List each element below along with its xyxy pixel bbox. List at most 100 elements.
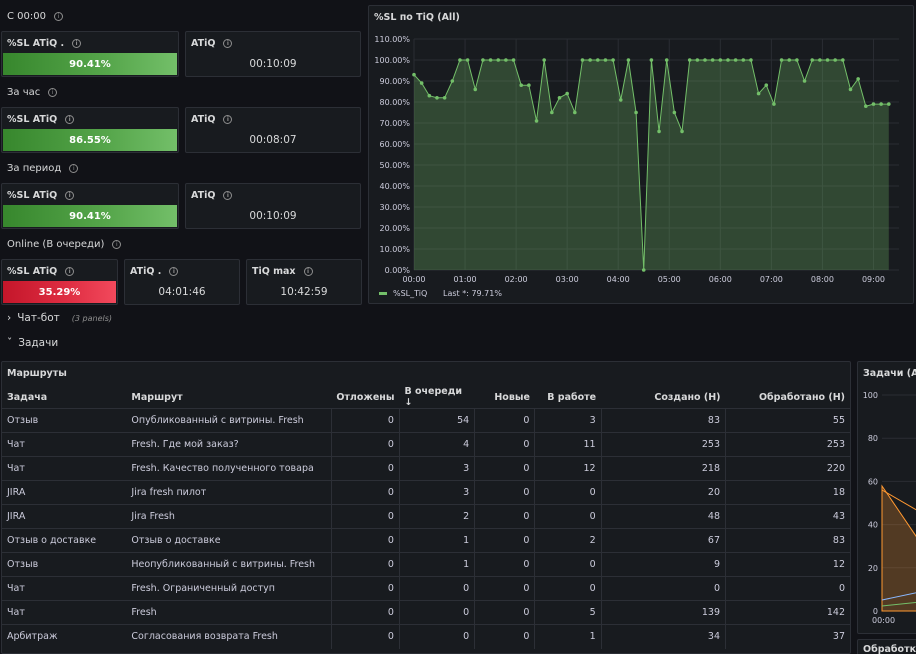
table-row: JIRA Jira fresh пилот 0 3 0 0 20 18: [2, 480, 850, 505]
info-icon[interactable]: i: [48, 88, 58, 97]
panel-title-text: ATiQ: [191, 114, 216, 125]
panel-title-text: %SL ATiQ: [7, 114, 58, 125]
info-icon[interactable]: i: [65, 191, 75, 200]
info-icon[interactable]: i: [53, 12, 63, 21]
atiq-value: 00:10:09: [249, 210, 297, 222]
row-chatbot-collapsed[interactable]: › Чат-бот (3 panels): [7, 312, 112, 324]
info-icon[interactable]: i: [69, 164, 79, 173]
y-tick-label: 20.00%: [379, 224, 410, 233]
info-icon[interactable]: i: [65, 115, 75, 124]
col-header[interactable]: Задача: [7, 391, 48, 403]
table-cell: 253: [600, 432, 726, 457]
legend-swatch: [379, 292, 387, 295]
table-cell: 5: [534, 600, 602, 625]
row-tasks-expanded[interactable]: ˇ Задачи: [7, 337, 58, 349]
table-cell: 83: [600, 408, 726, 433]
col-header[interactable]: Новые: [494, 391, 530, 403]
table-cell: 0: [474, 528, 535, 553]
table-cell: 0: [474, 456, 535, 481]
table-cell: 0: [398, 576, 475, 601]
data-point: [818, 58, 822, 62]
row-title-text: За час: [7, 87, 41, 98]
data-point: [412, 72, 416, 77]
table-cell: 67: [600, 528, 726, 553]
x-tick-label: 03:00: [556, 275, 579, 284]
col-header[interactable]: Обработано (Н): [758, 391, 845, 403]
series-area-orange: [881, 484, 916, 612]
legend-last-value: Last *: 79.71%: [443, 289, 502, 298]
info-icon[interactable]: i: [223, 39, 233, 48]
data-point: [534, 119, 539, 123]
data-point: [879, 102, 883, 106]
table-cell: Отзыв о доставке: [126, 528, 332, 553]
panel-title: %SL ATiQ i: [7, 266, 75, 277]
table-cell: 54: [398, 408, 475, 433]
table-cell: 37: [725, 624, 850, 649]
data-point: [718, 58, 723, 62]
table-cell: 3: [398, 456, 475, 481]
table-cell: 1: [398, 528, 475, 553]
row-title-online: Online (В очереди) i: [7, 239, 122, 250]
table-cell: 0: [725, 576, 850, 601]
info-icon[interactable]: i: [72, 39, 82, 48]
data-point: [496, 58, 501, 62]
table-cell: 48: [600, 504, 726, 529]
table-cell: 18: [725, 480, 850, 505]
data-point: [557, 96, 562, 100]
table-row: Чат Fresh 0 0 0 5 139 142: [2, 600, 850, 625]
row-title-text: За период: [7, 163, 62, 174]
table-cell: Чат: [2, 432, 127, 457]
col-header[interactable]: Маршрут: [131, 391, 183, 403]
table-cell: Fresh. Ограниченный доступ: [126, 576, 332, 601]
col-header[interactable]: Создано (Н): [654, 391, 721, 403]
table-cell: 2: [534, 528, 602, 553]
y-tick-label: 80: [868, 434, 878, 443]
table-cell: 0: [534, 480, 602, 505]
data-point: [703, 58, 707, 62]
table-row: Отзыв Опубликованный с витрины. Fresh 0 54 0…: [2, 408, 850, 433]
info-icon[interactable]: i: [65, 267, 75, 276]
panel-title-text: ATiQ .: [130, 266, 162, 277]
col-header[interactable]: В очереди ↓: [404, 386, 463, 408]
tasks-chart: 100 80 60 40 20 000:00: [863, 391, 916, 625]
col-header[interactable]: В работе: [547, 391, 597, 403]
table-cell: Отзыв: [2, 552, 127, 577]
y-tick-label: 90.00%: [379, 77, 410, 86]
atiq-panel-3: ATiQ i 00:10:09: [185, 183, 361, 229]
table-cell: 0: [398, 624, 475, 649]
row-title-text: С 00:00: [7, 11, 46, 22]
info-icon[interactable]: i: [223, 115, 233, 124]
table-cell: 0: [534, 504, 602, 529]
table-cell: 0: [474, 624, 535, 649]
table-cell: 0: [330, 624, 400, 649]
info-icon[interactable]: i: [303, 267, 313, 276]
panel-title-text: %SL ATiQ: [7, 190, 58, 201]
table-cell: 0: [330, 504, 400, 529]
data-point: [550, 110, 554, 115]
data-point: [419, 81, 424, 85]
sl-value-bar: 86.55%: [3, 129, 177, 151]
panel-title: %SL по TiQ (All): [374, 12, 460, 23]
table-cell: 0: [534, 552, 602, 577]
table-cell: 3: [398, 480, 475, 505]
x-tick-label: 07:00: [760, 275, 783, 284]
data-point: [657, 129, 661, 134]
info-icon[interactable]: i: [112, 240, 122, 249]
data-point: [641, 268, 646, 272]
table-row: JIRA Jira Fresh 0 2 0 0 48 43: [2, 504, 850, 529]
table-cell: Согласования возврата Fresh: [126, 624, 332, 649]
y-tick-label: 20: [868, 564, 878, 573]
chevron-right-icon: ›: [7, 312, 12, 324]
processing-panel: Обработка: [857, 639, 916, 654]
table-cell: 0: [600, 576, 726, 601]
data-point: [588, 58, 592, 62]
data-point: [810, 58, 815, 62]
col-header[interactable]: Отложены: [336, 391, 395, 403]
data-point: [756, 91, 761, 96]
data-point: [427, 93, 432, 98]
data-point: [772, 102, 776, 106]
table-cell: 253: [725, 432, 850, 457]
info-icon[interactable]: i: [223, 191, 233, 200]
info-icon[interactable]: i: [169, 267, 179, 276]
data-point: [764, 83, 769, 87]
